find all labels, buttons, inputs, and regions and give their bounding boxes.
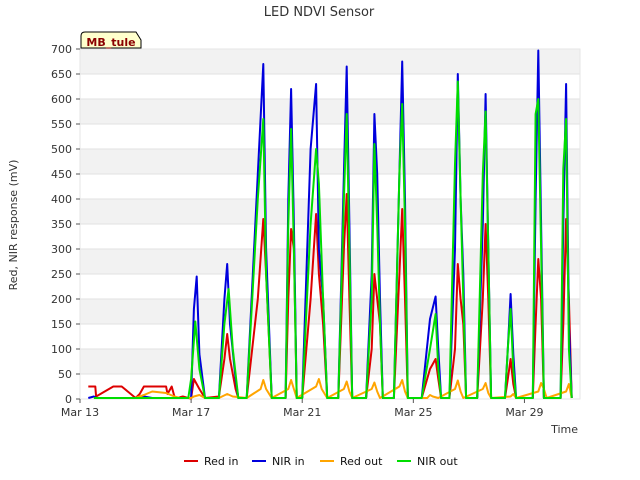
series-line-nir-out [93, 80, 573, 399]
y-tick-label: 100 [51, 343, 72, 356]
legend-label-nir-out: NIR out [417, 455, 458, 468]
chart-title: LED NDVI Sensor [264, 5, 375, 20]
x-tick-label: Mar 21 [283, 406, 321, 419]
x-tick-label: Mar 25 [394, 406, 432, 419]
y-tick-label: 450 [51, 168, 72, 181]
y-tick-label: 50 [58, 368, 72, 381]
y-tick-label: 350 [51, 218, 72, 231]
y-axis: 0 50 100 150 200 250 300 350 400 450 500 550 600 650 7… [51, 43, 80, 406]
y-tick-label: 200 [51, 293, 72, 306]
grid-band [80, 199, 580, 224]
y-tick-label: 700 [51, 43, 72, 56]
x-tick-label: Mar 13 [61, 406, 99, 419]
y-tick-label: 550 [51, 118, 72, 131]
series-layer [88, 49, 573, 400]
y-axis-title: Red, NIR response (mV) [7, 160, 20, 291]
x-tick-label: Mar 17 [172, 406, 210, 419]
y-tick-label: 300 [51, 243, 72, 256]
legend-label-red-out: Red out [340, 455, 383, 468]
x-tick-label: Mar 29 [505, 406, 543, 419]
y-tick-label: 650 [51, 68, 72, 81]
y-tick-label: 600 [51, 93, 72, 106]
y-tick-label: 500 [51, 143, 72, 156]
legend: Red in NIR in Red out NIR out [184, 455, 458, 468]
site-label: MB_tule [86, 36, 135, 49]
grid-band [80, 299, 580, 324]
y-tick-label: 150 [51, 318, 72, 331]
y-tick-label: 250 [51, 268, 72, 281]
grid-band [80, 249, 580, 274]
grid-bands [79, 48, 581, 400]
legend-label-red-in: Red in [204, 455, 238, 468]
x-axis: Mar 13 Mar 17 Mar 21 Mar 25 Mar 29 [61, 399, 544, 419]
y-tick-label: 0 [65, 393, 72, 406]
x-axis-title: Time [550, 423, 578, 436]
grid-band [80, 99, 580, 124]
grid-band [80, 149, 580, 174]
grid-band [80, 49, 580, 74]
grid-band [80, 349, 580, 374]
legend-label-nir-in: NIR in [272, 455, 305, 468]
site-label-box: MB_tule [80, 31, 142, 49]
y-tick-label: 400 [51, 193, 72, 206]
